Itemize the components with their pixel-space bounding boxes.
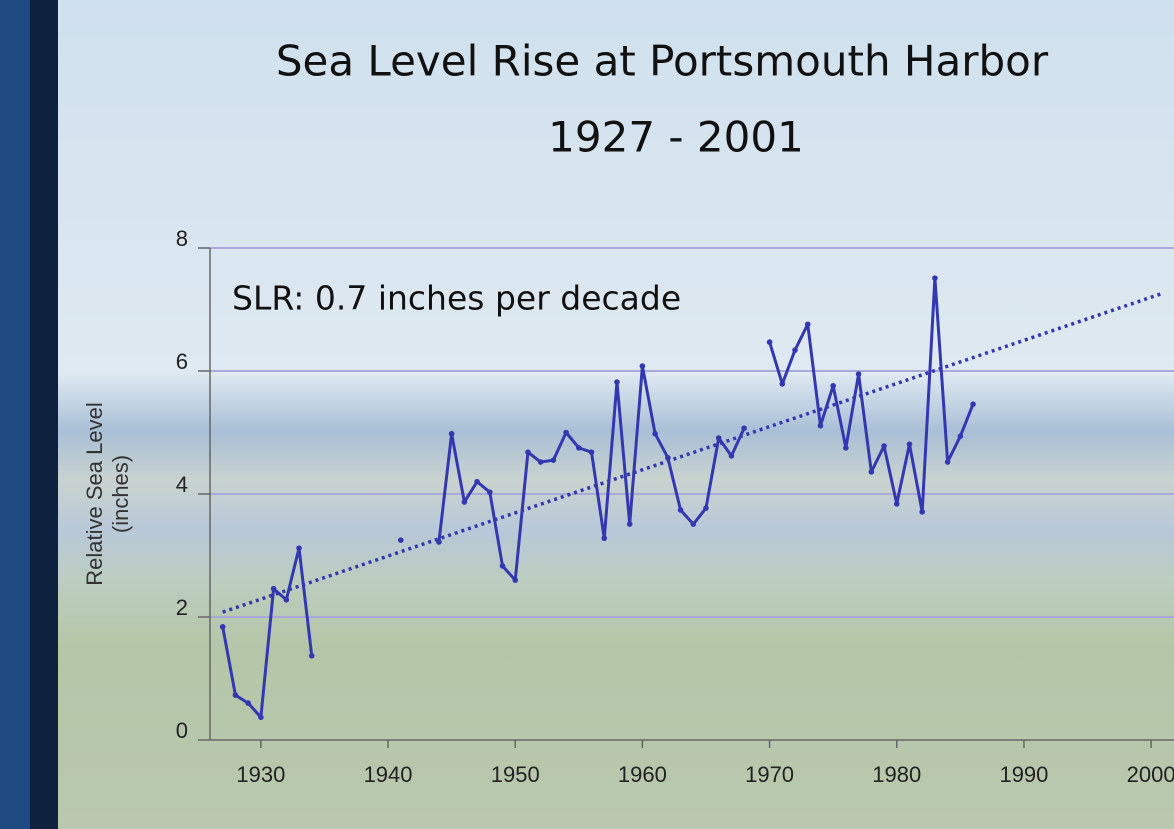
data-point xyxy=(678,507,684,513)
data-point xyxy=(856,371,862,377)
data-point xyxy=(245,700,251,706)
data-point xyxy=(551,457,557,463)
x-tick-label: 1980 xyxy=(872,762,921,787)
data-point xyxy=(296,545,302,551)
data-point xyxy=(614,379,620,385)
data-point xyxy=(309,653,315,659)
data-point xyxy=(945,459,951,465)
data-point xyxy=(487,489,493,495)
data-point xyxy=(970,401,976,407)
data-point xyxy=(869,469,875,475)
data-point xyxy=(233,692,239,698)
data-point xyxy=(919,509,925,515)
chart-subtitle: 1927 - 2001 xyxy=(548,113,804,162)
data-point xyxy=(805,321,811,327)
x-tick-label: 1940 xyxy=(364,762,413,787)
data-point xyxy=(716,435,722,441)
data-point xyxy=(894,501,900,507)
data-point xyxy=(729,453,735,459)
data-point xyxy=(627,521,633,527)
y-tick-label: 2 xyxy=(176,595,188,620)
x-tick-label: 1950 xyxy=(491,762,540,787)
x-tick-label: 1990 xyxy=(999,762,1048,787)
data-point xyxy=(563,430,569,436)
chart-title: Sea Level Rise at Portsmouth Harbor xyxy=(276,37,1049,86)
data-point xyxy=(830,383,836,389)
data-point xyxy=(881,443,887,449)
y-tick-label: 0 xyxy=(176,718,188,743)
data-point xyxy=(601,535,607,541)
data-point xyxy=(792,347,798,353)
data-point xyxy=(589,449,595,455)
y-axis-label: Relative Sea Level xyxy=(82,402,107,585)
data-point xyxy=(512,577,518,583)
y-axis-unit: (inches) xyxy=(108,455,133,533)
data-point xyxy=(652,431,658,437)
data-point xyxy=(843,445,849,451)
data-point xyxy=(436,539,442,545)
data-point xyxy=(525,449,531,455)
data-point xyxy=(665,455,671,461)
data-point xyxy=(271,586,277,592)
data-point xyxy=(500,563,506,569)
data-point xyxy=(538,459,544,465)
data-point xyxy=(818,423,824,429)
x-tick-label: 1960 xyxy=(618,762,667,787)
side-band-dark xyxy=(30,0,58,829)
y-tick-label: 6 xyxy=(176,349,188,374)
data-point xyxy=(932,275,938,281)
data-point xyxy=(258,714,264,720)
data-point xyxy=(576,445,582,451)
data-point xyxy=(767,339,773,345)
data-point xyxy=(284,597,290,603)
data-point xyxy=(690,521,696,527)
x-tick-label: 1970 xyxy=(745,762,794,787)
side-band xyxy=(0,0,30,829)
data-point xyxy=(474,479,480,485)
data-point xyxy=(958,433,964,439)
data-point xyxy=(741,425,747,431)
data-point xyxy=(220,624,226,630)
slide: Sea Level Rise at Portsmouth Harbor 1927… xyxy=(0,0,1174,829)
data-point xyxy=(907,441,913,447)
annotation: SLR: 0.7 inches per decade xyxy=(232,279,681,318)
data-point xyxy=(703,505,709,511)
data-point xyxy=(462,499,468,505)
data-point xyxy=(398,537,404,543)
y-tick-label: 8 xyxy=(176,226,188,251)
data-point xyxy=(779,381,785,387)
data-point xyxy=(449,431,455,437)
x-tick-label: 1930 xyxy=(236,762,285,787)
data-point xyxy=(640,363,646,369)
x-tick-label: 2000 xyxy=(1127,762,1174,787)
y-tick-label: 4 xyxy=(176,472,188,497)
